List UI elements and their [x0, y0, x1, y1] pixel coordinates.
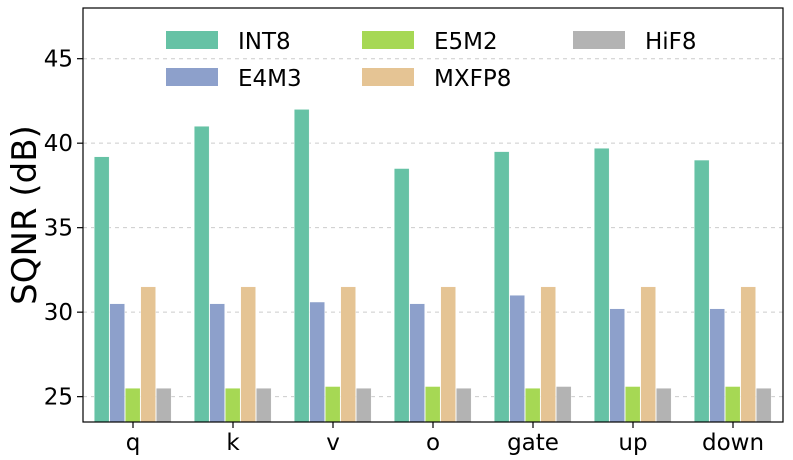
y-tick-label: 40 — [44, 131, 73, 157]
bar-mxfp8-k — [240, 286, 256, 423]
bar-int8-down — [694, 159, 710, 423]
bar-int8-up — [594, 148, 610, 423]
bar-mxfp8-o — [440, 286, 456, 423]
legend-label-e4m3: E4M3 — [238, 66, 302, 92]
bar-e5m2-down — [725, 386, 741, 423]
legend-label-hif8: HiF8 — [645, 29, 697, 55]
bar-hif8-down — [756, 388, 772, 423]
legend-label-int8: INT8 — [238, 29, 291, 55]
x-tick-label-o: o — [426, 430, 440, 456]
y-tick-label: 30 — [44, 300, 73, 326]
bar-int8-gate — [494, 151, 510, 423]
bar-mxfp8-up — [640, 286, 656, 423]
x-tick-label-up: up — [618, 430, 647, 456]
bar-e4m3-up — [609, 308, 625, 423]
bar-e4m3-o — [409, 303, 425, 423]
bar-e4m3-k — [209, 303, 225, 423]
bar-e5m2-gate — [525, 388, 541, 423]
legend-label-e5m2: E5M2 — [434, 29, 498, 55]
x-tick-label-gate: gate — [507, 430, 559, 456]
bar-e5m2-k — [225, 388, 241, 423]
y-axis-ticks: 25 30 35 40 45 — [44, 47, 83, 411]
bar-mxfp8-v — [340, 286, 356, 423]
bar-e4m3-gate — [509, 295, 525, 423]
legend-swatch-mxfp8 — [362, 68, 414, 86]
bar-hif8-o — [456, 388, 472, 423]
x-tick-label-k: k — [226, 430, 240, 456]
x-tick-label-q: q — [126, 430, 141, 456]
bar-e4m3-q — [109, 303, 125, 423]
bar-hif8-gate — [556, 386, 572, 423]
bar-e5m2-o — [425, 386, 441, 423]
bar-mxfp8-gate — [540, 286, 556, 423]
bar-int8-q — [94, 156, 110, 423]
x-tick-label-v: v — [326, 430, 340, 456]
bar-mxfp8-down — [740, 286, 756, 423]
x-axis-ticks: q k v o gate up down — [126, 422, 764, 456]
y-tick-label: 45 — [44, 47, 73, 73]
bar-hif8-up — [656, 388, 672, 423]
grid-layer — [83, 58, 783, 398]
bar-int8-v — [294, 109, 310, 423]
y-axis-title: SQNR (dB) — [5, 125, 45, 305]
legend: INT8 E5M2 HiF8 E4M3 MXFP8 — [166, 29, 697, 92]
legend-swatch-hif8 — [573, 31, 625, 49]
bar-hif8-k — [256, 388, 272, 423]
bar-int8-k — [194, 126, 210, 423]
bar-int8-o — [394, 168, 410, 423]
bar-e4m3-v — [309, 301, 325, 423]
legend-swatch-int8 — [166, 31, 218, 49]
legend-swatch-e4m3 — [166, 68, 218, 86]
y-tick-label: 35 — [44, 216, 73, 242]
y-tick-label: 25 — [44, 385, 73, 411]
bar-e5m2-v — [325, 386, 341, 423]
legend-label-mxfp8: MXFP8 — [434, 66, 511, 92]
bar-e4m3-down — [709, 308, 725, 423]
bar-e5m2-up — [625, 386, 641, 423]
bars-layer — [94, 109, 772, 423]
bar-e5m2-q — [125, 388, 141, 423]
bar-hif8-v — [356, 388, 372, 423]
x-tick-label-down: down — [702, 430, 764, 456]
bar-mxfp8-q — [140, 286, 156, 423]
bar-hif8-q — [156, 388, 172, 423]
legend-swatch-e5m2 — [362, 31, 414, 49]
